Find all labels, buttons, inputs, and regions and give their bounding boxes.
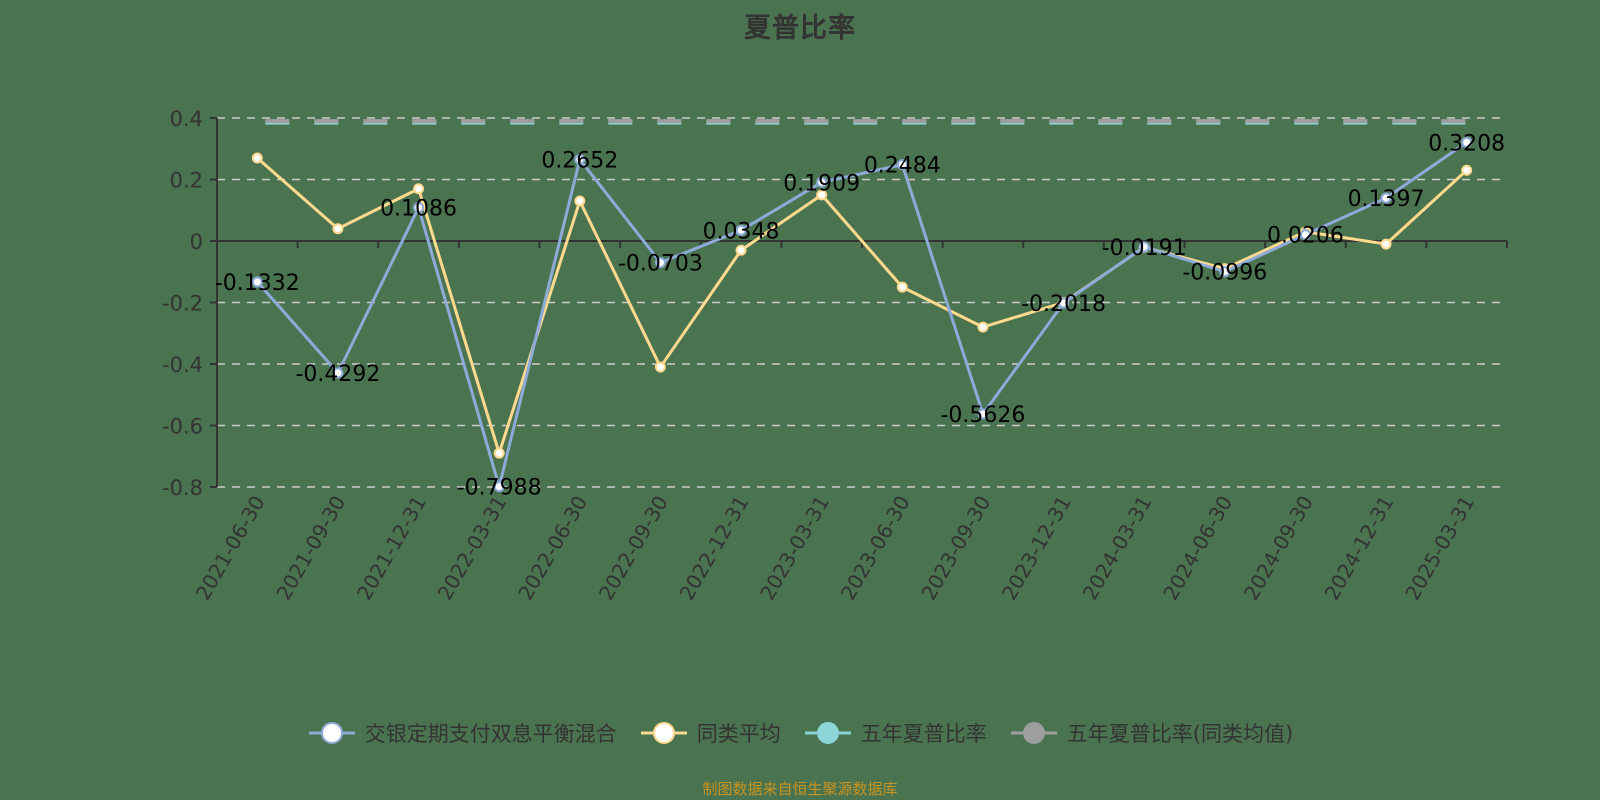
legend-label: 交银定期支付双息平衡混合 [364,722,617,746]
data-point[interactable] [574,153,586,165]
x-tick-label: 2024-12-31 [1319,492,1398,605]
chart-title: 夏普比率 [744,13,856,44]
x-tick-label: 2021-09-30 [271,492,350,605]
data-label: -0.5626 [940,403,1025,428]
data-label: -0.4292 [295,362,380,387]
legend: 交银定期支付双息平衡混合 同类平均 五年夏普比率 五年夏普比率(同类均值) [0,718,1600,748]
data-point[interactable] [816,176,828,188]
x-tick-label: 2022-03-31 [433,492,512,605]
data-point[interactable] [735,244,747,256]
data-point[interactable] [251,152,263,164]
data-point[interactable] [896,281,908,293]
data-point[interactable] [1380,238,1392,250]
legend-fund-marker-icon [308,722,355,744]
x-tick-label: 2021-12-31 [352,492,431,605]
data-point[interactable] [1299,229,1311,241]
data-point[interactable] [332,223,344,235]
data-source-note: 制图数据来自恒生聚源数据库 [702,780,898,798]
x-tick-label: 2023-03-31 [755,492,834,605]
series-line-1 [256,156,1468,455]
data-point[interactable] [413,183,425,195]
data-point[interactable] [977,408,989,420]
data-point[interactable] [493,481,505,493]
y-tick-label: 0 [190,230,203,254]
legend-item-five-year[interactable]: 五年夏普比率 [803,718,987,748]
data-label: 0.3208 [1428,131,1505,156]
data-point[interactable] [735,224,747,236]
data-point[interactable] [1138,241,1150,253]
data-point[interactable] [413,202,425,214]
x-tick-label: 2023-09-30 [916,492,995,605]
data-point[interactable] [574,195,586,207]
x-tick-label: 2024-03-31 [1078,492,1157,605]
data-label: 0.2484 [864,154,941,179]
data-label: -0.0191 [1102,236,1187,261]
data-label: -0.7988 [457,476,542,501]
data-label: -0.2018 [1021,292,1106,317]
series-line-0 [256,141,1468,489]
legend-item-five-year-peer[interactable]: 五年夏普比率(同类均值) [1009,718,1293,748]
data-label: 0.1397 [1348,187,1425,212]
x-tick-label: 2023-06-30 [836,492,915,605]
data-point[interactable] [493,447,505,459]
data-point[interactable] [654,257,666,269]
x-tick-label: 2023-12-31 [997,492,1076,605]
data-point[interactable] [896,159,908,171]
legend-label: 五年夏普比率(同类均值) [1066,722,1294,746]
data-point[interactable] [1058,297,1070,309]
data-point[interactable] [1461,164,1473,176]
x-tick-label: 2025-03-31 [1400,492,1479,605]
y-tick-label: -0.8 [162,476,203,500]
data-point[interactable] [332,367,344,379]
x-tick-label: 2022-09-30 [594,492,673,605]
data-point[interactable] [654,361,666,373]
data-point[interactable] [816,189,828,201]
legend-five-year-marker-icon [804,722,851,744]
legend-item-peer-average[interactable]: 同类平均 [639,718,781,748]
data-label: -0.0703 [618,252,703,277]
data-point[interactable] [977,321,989,333]
data-point[interactable] [1461,136,1473,148]
y-tick-label: 0.4 [170,107,203,131]
data-point[interactable] [251,276,263,288]
legend-label: 五年夏普比率 [860,722,987,746]
x-tick-label: 2021-06-30 [191,492,270,605]
data-label: -0.0996 [1182,261,1267,286]
legend-item-fund[interactable]: 交银定期支付双息平衡混合 [307,718,617,748]
data-label: 0.1909 [783,171,860,196]
y-tick-label: -0.2 [162,292,203,316]
data-label: -0.1332 [215,271,300,296]
y-tick-label: 0.2 [170,169,203,193]
data-point[interactable] [1219,266,1231,278]
legend-five-year-peer-marker-icon [1010,722,1057,744]
x-tick-label: 2024-09-30 [1239,492,1318,605]
data-label: 0.0348 [703,219,780,244]
x-tick-label: 2024-06-30 [1158,492,1237,605]
data-label: 0.0206 [1267,224,1344,249]
legend-label: 同类平均 [696,722,781,746]
data-label: 0.2652 [541,148,618,173]
legend-peer-marker-icon [640,722,687,744]
data-label: 0.1086 [380,197,457,222]
y-tick-label: -0.6 [162,415,203,439]
data-point[interactable] [1380,192,1392,204]
y-tick-label: -0.4 [162,353,203,377]
x-tick-label: 2022-06-30 [513,492,592,605]
x-tick-label: 2022-12-31 [674,492,753,605]
